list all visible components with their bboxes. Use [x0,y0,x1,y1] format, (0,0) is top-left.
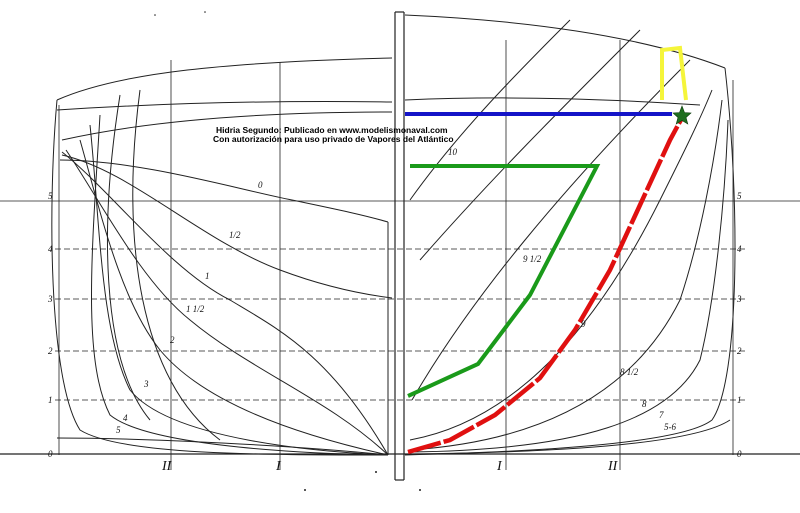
credit-line-2: Con autorización para uso privado de Vap… [213,134,454,144]
section-fan-1 [107,94,151,421]
buttock-grid [58,40,734,470]
wl-right-4: 4 [737,244,742,254]
station-label-10: 10 [448,147,458,157]
wl-left-1: 1 [48,395,53,405]
section-2 [79,139,389,456]
fwd-sheer-top [404,14,726,69]
section-half [61,154,393,299]
wl-left-0: 0 [48,449,53,459]
station-label-1: 1 [205,271,210,281]
station-label-8: 8 [642,399,647,409]
section-5 [56,437,389,456]
wl-left-2: 2 [48,346,53,356]
yellow-bracket [660,45,688,101]
buttock-label-II-left: II [161,459,173,474]
station-label-8-5: 8 1/2 [620,367,639,377]
section-8 [409,99,723,451]
credit-line-1: Hidria Segundo: Publicado en www.modelis… [216,125,448,135]
station-label-0: 0 [258,180,263,190]
station-label-9-5: 9 1/2 [523,254,542,264]
section-aft-outer [51,99,389,456]
buttock-label-II-right: II [607,459,619,474]
section-0 [59,159,389,223]
section-1 [61,151,389,456]
section-fwd-outer [404,67,736,456]
aft-deck-line-2 [61,111,393,141]
section-3 [89,124,389,456]
section-1-5 [65,149,389,456]
buttock-label-I-right: I [496,459,503,474]
station-label-4: 4 [123,413,128,423]
wl-right-3: 3 [736,294,742,304]
wl-right-0: 0 [737,449,742,459]
station-label-half: 1/2 [229,230,241,240]
section-4 [91,114,389,456]
sheer-lines [56,14,726,141]
centerline-post [394,11,405,481]
station-label-7: 7 [659,410,664,420]
section-10 [409,19,571,201]
station-label-1-5: 1 1/2 [186,304,205,314]
wl-right-2: 2 [737,346,742,356]
green-line [407,164,601,398]
station-label-3: 3 [143,379,149,389]
aft-sheer-top [56,57,393,101]
section-fan-2 [132,89,221,441]
section-5-6 [409,419,731,455]
station-label-2: 2 [170,335,175,345]
aft-sections [51,89,393,456]
red-line [407,114,685,455]
section-8-5 [409,89,713,441]
wl-right-5: 5 [737,191,742,201]
wl-left-3: 3 [47,294,53,304]
station-label-5-6: 5-6 [664,422,676,432]
station-label-5: 5 [116,425,121,435]
wl-left-5: 5 [48,191,53,201]
fwd-deck-line [404,97,701,106]
section-9-5 [419,29,641,261]
wl-right-1: 1 [737,395,742,405]
buttock-label-I-left: I [275,459,282,474]
aft-deck-line [56,100,393,111]
wl-left-4: 4 [48,244,53,254]
dot-marks [154,11,421,491]
waterline-grid [0,200,800,455]
star-marker [672,105,692,125]
section-7 [409,119,729,453]
overlay-annotations [405,45,692,455]
station-label-9: 9 [581,319,586,329]
